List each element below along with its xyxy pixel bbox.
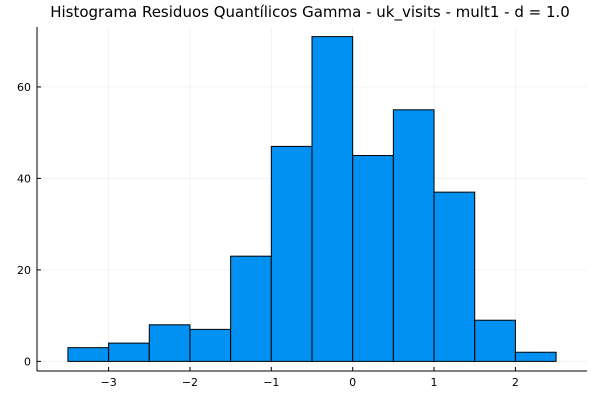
histogram-bar	[189, 328, 232, 362]
x-tick-label: −2	[182, 376, 198, 389]
histogram-bar	[514, 351, 557, 362]
y-tick-label: 40	[17, 172, 31, 185]
histogram-bar	[230, 255, 272, 362]
bars	[67, 36, 557, 362]
x-tick-label: 1	[431, 376, 438, 389]
y-tick-label: 60	[17, 81, 31, 94]
histogram-bar	[67, 347, 110, 362]
histogram-bar	[433, 191, 476, 362]
histogram-bar	[352, 155, 394, 362]
x-tick-label: −3	[100, 376, 116, 389]
x-tick-label: −1	[263, 376, 279, 389]
histogram-bar	[108, 342, 150, 362]
histogram-bar	[148, 324, 191, 362]
x-tick-label: 2	[512, 376, 519, 389]
y-tick-label: 0	[24, 355, 31, 368]
histogram-bar	[474, 319, 516, 362]
chart-title: Histograma Residuos Quantílicos Gamma - …	[50, 3, 570, 22]
x-tick-label: 0	[349, 376, 356, 389]
histogram-bar	[311, 36, 354, 362]
y-tick-label: 20	[17, 264, 31, 277]
histogram-bar	[270, 145, 313, 362]
histogram-bar	[392, 109, 435, 362]
axes	[36, 27, 587, 372]
